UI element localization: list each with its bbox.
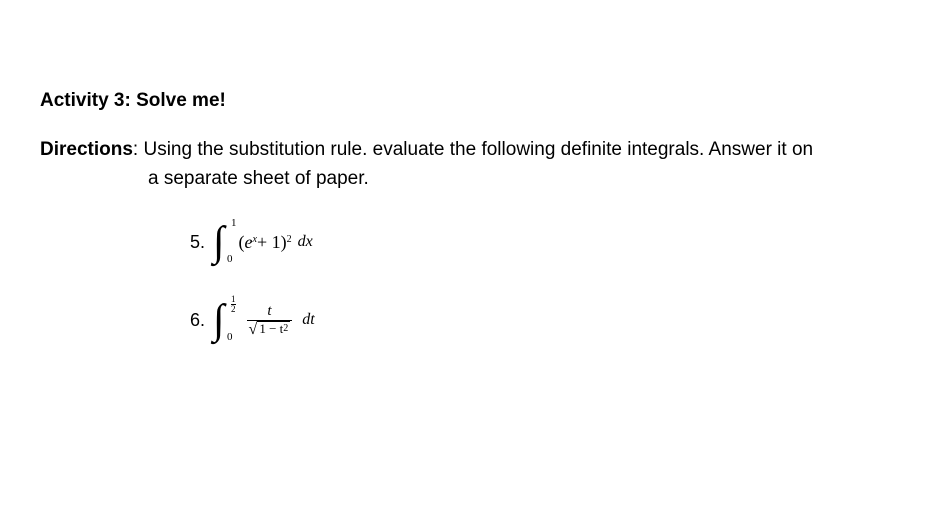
- sqrt-inner: 1 − t: [259, 322, 283, 336]
- integral-glyph: ∫: [213, 221, 225, 263]
- directions-line-2: a separate sheet of paper.: [148, 165, 893, 194]
- problem-6: 6. ∫ 1 2 0 t √: [190, 299, 893, 341]
- integral-upper-limit: 1: [231, 217, 237, 229]
- half-den: 2: [231, 304, 236, 314]
- integrand: t √ 1 − t 2 dt: [243, 303, 315, 337]
- integral-sign: ∫ 1 2 0: [213, 299, 225, 341]
- one-half: 1 2: [231, 295, 236, 314]
- directions-text-1: : Using the substitution rule. evaluate …: [133, 139, 813, 160]
- integral-upper-limit: 1 2: [231, 293, 236, 314]
- half-num: 1: [231, 295, 236, 304]
- problem-number: 5.: [190, 232, 205, 253]
- fraction-denominator: √ 1 − t 2: [247, 320, 293, 337]
- base-e: e: [245, 232, 253, 253]
- fraction-numerator: t: [265, 303, 273, 320]
- exponent-x: x: [253, 234, 257, 245]
- plus-one-close: + 1): [257, 232, 287, 253]
- integral-sign: ∫ 1 0: [213, 221, 225, 263]
- page: Activity 3: Solve me! Directions: Using …: [0, 0, 933, 341]
- problem-number: 6.: [190, 310, 205, 331]
- outer-exponent: 2: [287, 234, 292, 245]
- sqrt-inner-exp: 2: [283, 323, 288, 334]
- integrand: ( e x + 1) 2 dx: [239, 232, 313, 253]
- integral-lower-limit: 0: [227, 253, 233, 265]
- differential: dx: [298, 233, 313, 251]
- directions-label: Directions: [40, 139, 133, 160]
- sqrt-sign: √: [249, 322, 258, 338]
- fraction: t √ 1 − t 2: [247, 303, 293, 337]
- square-root: √ 1 − t 2: [249, 321, 291, 337]
- directions-line-1: Directions: Using the substitution rule.…: [40, 136, 893, 165]
- integral-glyph: ∫: [213, 299, 225, 341]
- problem-5: 5. ∫ 1 0 ( e x + 1) 2 dx: [190, 221, 893, 263]
- integral-lower-limit: 0: [227, 331, 233, 343]
- differential: dt: [302, 311, 314, 329]
- sqrt-body: 1 − t 2: [257, 321, 290, 337]
- problem-list: 5. ∫ 1 0 ( e x + 1) 2 dx 6. ∫: [190, 221, 893, 341]
- activity-title: Activity 3: Solve me!: [40, 90, 893, 112]
